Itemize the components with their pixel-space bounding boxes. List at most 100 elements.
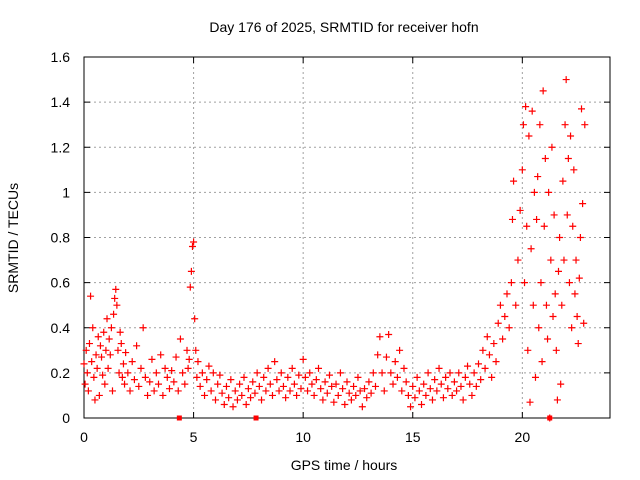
data-point <box>103 315 111 323</box>
data-point <box>575 274 583 282</box>
data-point <box>176 335 184 343</box>
y-tick-label: 0.6 <box>51 275 71 291</box>
data-point <box>391 358 399 366</box>
data-point <box>536 121 544 129</box>
data-point <box>90 373 98 381</box>
data-point <box>519 121 527 129</box>
data-point <box>102 346 110 354</box>
x-tick-label: 0 <box>80 429 88 445</box>
data-point <box>568 324 576 332</box>
data-point <box>413 373 421 381</box>
data-point <box>150 387 158 395</box>
y-tick-label: 1.4 <box>51 94 71 110</box>
data-point <box>203 376 211 384</box>
data-point <box>330 398 338 406</box>
data-point <box>308 380 316 388</box>
data-point <box>297 385 305 393</box>
data-point <box>354 373 362 381</box>
data-point <box>485 351 493 359</box>
data-point <box>339 385 347 393</box>
data-point <box>573 312 581 320</box>
data-point <box>562 76 570 84</box>
data-point <box>483 333 491 341</box>
data-point <box>404 391 412 399</box>
data-point <box>516 206 524 214</box>
data-point <box>284 373 292 381</box>
data-point <box>80 360 88 368</box>
data-point <box>220 400 228 408</box>
data-point <box>209 369 217 377</box>
data-point <box>418 400 426 408</box>
data-point <box>393 373 401 381</box>
data-point <box>525 132 533 140</box>
data-point <box>301 373 309 381</box>
data-point <box>271 358 279 366</box>
data-point <box>374 351 382 359</box>
data-point <box>312 376 320 384</box>
data-point <box>170 378 178 386</box>
data-point <box>110 310 118 318</box>
data-point <box>240 373 248 381</box>
data-point <box>380 387 388 395</box>
data-point <box>279 382 287 390</box>
data-point <box>561 121 569 129</box>
data-point <box>507 279 515 287</box>
data-point <box>282 394 290 402</box>
data-point <box>466 380 474 388</box>
data-point <box>157 351 165 359</box>
data-point <box>431 376 439 384</box>
data-point <box>468 391 476 399</box>
data-point <box>352 391 360 399</box>
data-point <box>212 396 219 404</box>
data-point <box>315 364 323 372</box>
data-point <box>435 364 443 372</box>
chart-title: Day 176 of 2025, SRMTID for receiver hof… <box>209 19 478 35</box>
x-tick-label: 10 <box>295 429 311 445</box>
data-point <box>446 369 454 377</box>
data-point <box>527 245 535 253</box>
data-point <box>113 301 121 309</box>
data-point <box>426 385 434 393</box>
data-point <box>559 177 567 185</box>
data-point <box>161 364 169 372</box>
data-point <box>159 391 167 399</box>
data-point <box>361 385 369 393</box>
data-point <box>144 391 152 399</box>
data-point <box>116 328 124 336</box>
data-point <box>387 369 395 377</box>
data-point <box>569 222 577 230</box>
data-point <box>376 333 384 341</box>
data-point <box>94 333 102 341</box>
data-point <box>455 369 463 377</box>
data-point <box>550 211 558 219</box>
data-point <box>100 328 108 336</box>
data-point <box>268 391 276 399</box>
data-point <box>444 385 452 393</box>
data-point <box>91 396 99 404</box>
data-point <box>537 279 545 287</box>
data-point <box>563 211 571 219</box>
data-point <box>492 358 500 366</box>
data-point <box>533 215 541 223</box>
data-point <box>540 222 548 230</box>
data-point <box>534 173 542 181</box>
data-point <box>510 177 518 185</box>
y-tick-label: 0 <box>62 410 70 426</box>
data-point <box>345 389 353 397</box>
data-point <box>437 380 445 388</box>
data-point <box>128 358 136 366</box>
data-point <box>124 369 132 377</box>
data-point <box>115 369 123 377</box>
data-point <box>218 389 226 397</box>
data-point <box>424 369 432 377</box>
data-point <box>581 121 589 129</box>
data-point <box>389 380 397 388</box>
data-point <box>126 387 134 395</box>
data-point <box>488 373 496 381</box>
data-point <box>105 335 113 343</box>
data-point <box>529 301 537 309</box>
data-point <box>336 369 344 377</box>
data-point <box>535 324 543 332</box>
data-point <box>310 391 318 399</box>
